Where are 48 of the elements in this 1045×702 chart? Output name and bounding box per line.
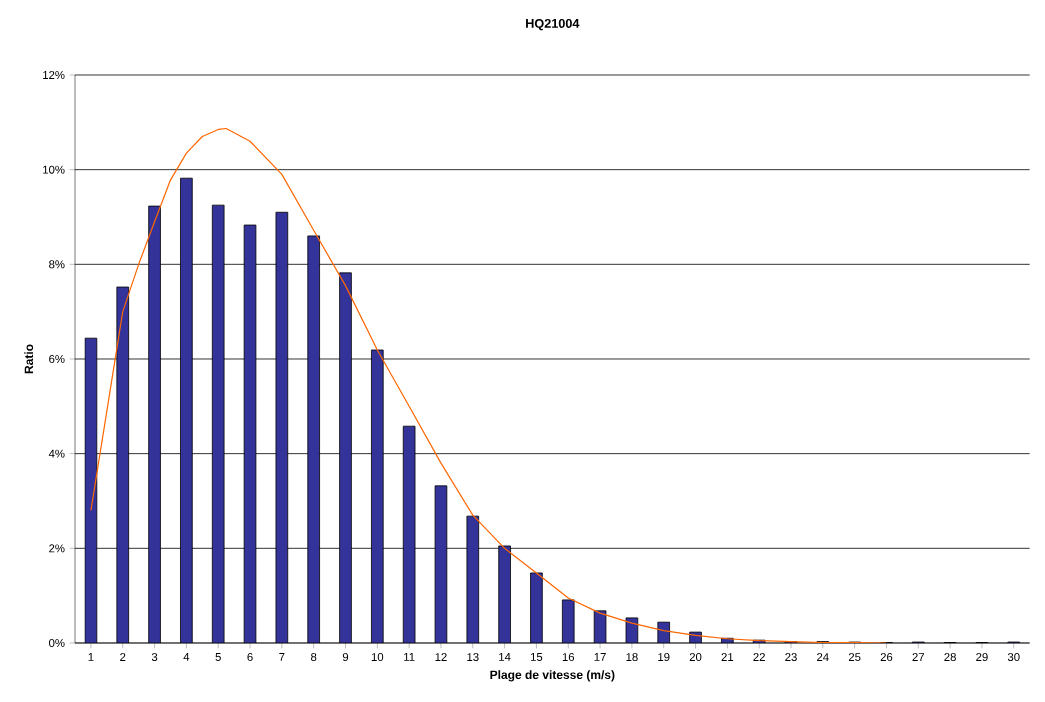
bar	[498, 545, 511, 643]
y-tick-label: 6%	[49, 354, 65, 363]
x-tick-label: 24	[817, 653, 829, 661]
y-tick-label: 12%	[43, 71, 65, 79]
x-axis-title: Plage de vitesse (m/s)	[490, 670, 615, 682]
bar	[530, 572, 543, 643]
y-tick-label: 0%	[49, 638, 65, 647]
x-tick-label: 3	[151, 653, 158, 662]
x-tick-label: 17	[594, 653, 606, 661]
x-tick-label: 4	[183, 653, 190, 661]
x-tick-label: 25	[848, 653, 861, 662]
x-tick-label: 18	[626, 653, 638, 662]
x-tick-label: 8	[311, 653, 317, 662]
x-tick-label: 1	[88, 653, 94, 661]
x-tick-label: 27	[912, 653, 925, 661]
x-tick-label: 20	[689, 653, 702, 662]
x-tick-label: 7	[279, 653, 285, 661]
x-tick-label: 2	[120, 653, 126, 661]
y-tick-label: 4%	[48, 449, 65, 458]
bar	[180, 177, 193, 643]
x-tick-label: 14	[499, 653, 511, 661]
y-tick-label: 10%	[43, 165, 65, 174]
x-tick-label: 29	[976, 653, 988, 662]
y-tick-label: 2%	[49, 544, 65, 553]
x-tick-label: 30	[1007, 653, 1020, 662]
bar	[371, 349, 384, 643]
x-tick-label: 5	[215, 653, 221, 661]
x-tick-label: 19	[658, 653, 670, 662]
bar	[148, 205, 161, 643]
x-tick-label: 26	[880, 653, 893, 662]
chart-title: HQ21004	[526, 18, 580, 31]
x-tick-label: 13	[467, 653, 479, 662]
line-series	[90, 127, 888, 643]
x-tick-label: 10	[371, 653, 384, 662]
x-tick-label: 28	[944, 653, 956, 662]
bar	[307, 235, 320, 643]
y-tick-label: 8%	[49, 260, 65, 269]
bar	[339, 272, 352, 643]
x-tick-label: 23	[785, 653, 797, 662]
x-tick-label: 15	[530, 653, 543, 661]
x-tick-label: 11	[404, 653, 415, 661]
x-tick-label: 6	[247, 653, 253, 662]
x-tick-label: 22	[753, 653, 765, 661]
x-tick-label: 21	[721, 653, 734, 661]
y-axis-title: Ratio	[24, 344, 34, 374]
x-tick-label: 9	[342, 653, 349, 662]
x-tick-label: 16	[562, 653, 575, 662]
x-tick-label: 12	[435, 653, 447, 661]
